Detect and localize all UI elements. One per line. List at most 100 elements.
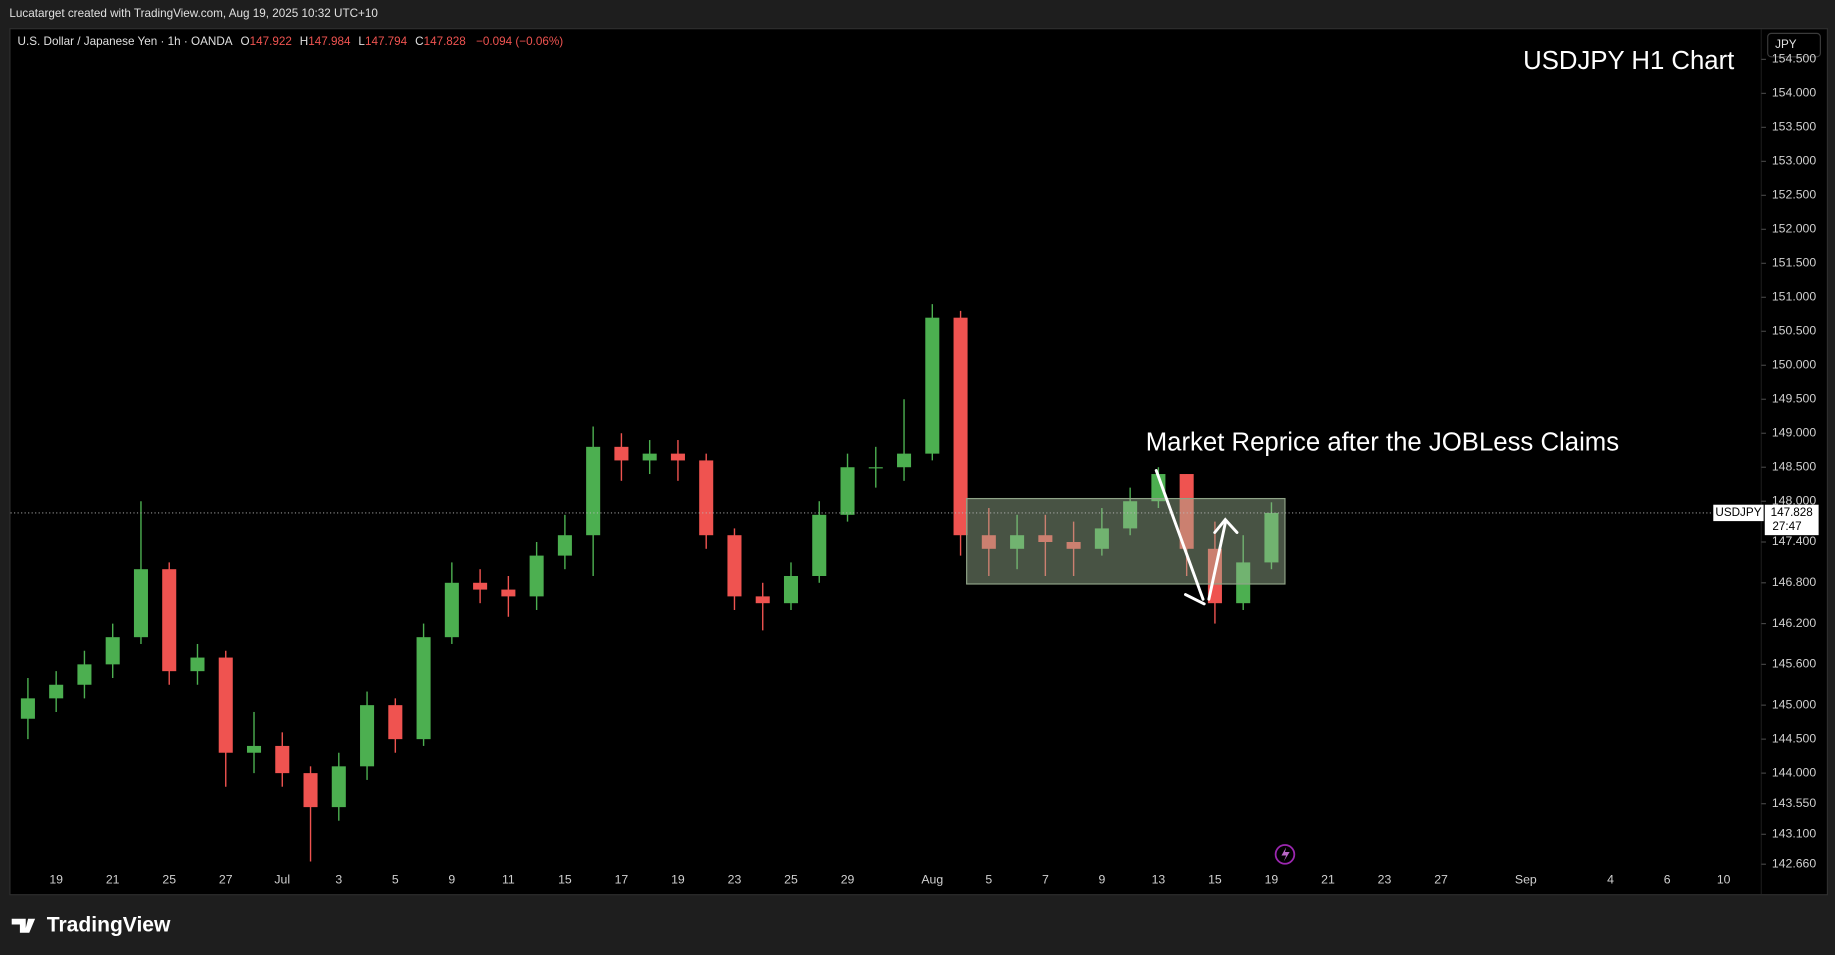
candle-body [1236,562,1251,604]
x-tick-label: 21 [106,872,120,886]
footer-logo [11,918,36,933]
candle-body [670,453,685,461]
x-tick-label: 5 [985,872,992,886]
candle-body [897,453,912,468]
x-tick-label: 13 [1152,872,1166,886]
candle-body [1010,535,1025,549]
y-tick-label: 151.500 [1772,256,1817,270]
candle-body [1179,474,1194,549]
y-tick-label: 153.000 [1772,154,1817,168]
y-tick-label: 147.400 [1772,534,1817,548]
candle-body [133,569,148,638]
candle-body [77,664,92,685]
chart-title: USDJPY H1 Chart [1523,47,1734,75]
candle-body [444,582,459,638]
y-tick-label: 143.550 [1772,796,1817,810]
legend-symbol: U.S. Dollar / Japanese Yen · 1h · OANDA [18,35,233,48]
candle-body [1151,474,1166,502]
candle-body [388,705,403,740]
y-tick-label: 153.500 [1772,120,1817,134]
x-tick-label: 15 [558,872,572,886]
candle-body [473,582,488,590]
candles [20,304,1279,862]
logo-dot [27,919,34,925]
x-tick-label: 15 [1208,872,1222,886]
candle-body [20,698,35,719]
candle-body [642,453,657,461]
x-tick-label: 23 [728,872,742,886]
candle-body [49,684,64,699]
candle-body [360,705,375,767]
y-tick-label: 145.600 [1772,657,1817,671]
x-tick-label: 11 [502,872,515,886]
y-tick-label: 146.200 [1772,616,1817,630]
y-tick-label: 148.500 [1772,459,1817,473]
price-tag-symbol: USDJPY [1715,506,1761,519]
x-tick-label: 27 [219,872,233,886]
candle-body [1038,535,1053,543]
x-tick-label: 9 [1098,872,1105,886]
x-tick-label: 25 [784,872,798,886]
x-tick-label: 21 [1321,872,1335,886]
footer-brand: TradingView [47,913,171,936]
candle-body [783,575,799,604]
candle-body [953,317,968,536]
candle-body [105,637,120,665]
x-tick-label: Aug [921,872,943,886]
y-tick-label: 149.000 [1772,425,1817,439]
candle-body [755,596,770,604]
event-icon[interactable] [1274,844,1296,865]
candle-body [586,446,601,536]
y-tick-label: 151.000 [1772,290,1817,304]
y-tick-label: 154.500 [1772,52,1817,66]
arrow-up-head [1213,517,1239,534]
x-tick-label: 27 [1434,872,1448,886]
y-tick-label: 144.500 [1772,731,1817,745]
x-tick-label: 3 [335,872,342,886]
currency-button[interactable] [1767,32,1821,58]
header-text: Lucatarget created with TradingView.com,… [9,7,378,20]
legend-key: O [241,35,250,48]
annotation: Market Reprice after the JOBLess Claims [1146,428,1619,456]
y-tick-label: 143.100 [1772,827,1817,841]
x-tick-label: 19 [671,872,685,886]
candle-body [218,657,233,753]
candle-body [1264,512,1279,563]
candle-body [925,317,940,454]
x-tick-label: 19 [1265,872,1279,886]
x-tick-label: 4 [1607,872,1614,886]
x-tick-label: 19 [49,872,63,886]
legend-key: H [300,35,308,48]
x-tick-label: 10 [1717,872,1731,886]
y-tick-label: 150.000 [1772,358,1817,372]
legend-value: 147.984 [308,35,351,48]
candle-body [529,555,544,597]
candle-body [416,637,431,740]
candle-body [868,467,883,469]
currency-button-label[interactable]: JPY [1775,38,1797,51]
candle-body [275,745,290,774]
candle-body [246,745,262,753]
price-tag-value: 147.828 [1771,506,1813,519]
arrow-down [1154,469,1205,601]
candle-body [727,535,742,597]
x-tick-label: 9 [448,872,455,886]
price-tag-box [1764,504,1819,536]
y-tick-label: 144.000 [1772,765,1817,779]
candle-body [557,535,572,556]
candle-body [981,535,996,549]
event-icon-bolt [1281,847,1290,862]
price-tag-symbol-box [1713,504,1764,522]
y-tick-label: 154.000 [1772,86,1817,100]
chart-pane [9,28,1828,896]
range-zone [966,497,1286,585]
legend-value: 147.922 [250,35,292,48]
legend-change: −0.094 (−0.06%) [476,35,563,48]
x-tick-label: 7 [1042,872,1049,886]
arrows [1154,469,1239,606]
candle-body [501,589,516,597]
y-tick-label: 152.000 [1772,222,1817,236]
candle-body [190,657,205,672]
